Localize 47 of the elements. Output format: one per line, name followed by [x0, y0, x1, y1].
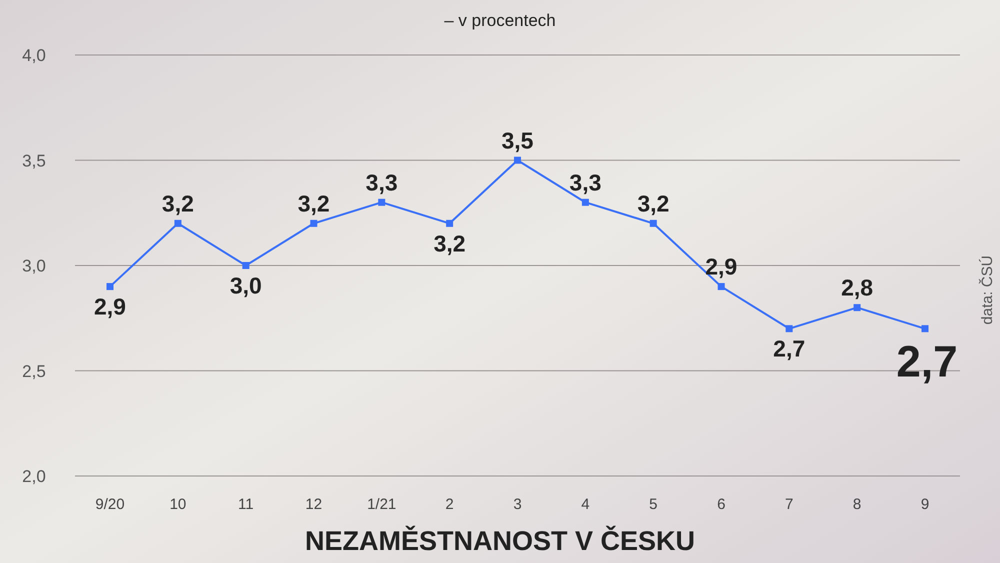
data-label: 2,7 [773, 336, 806, 362]
x-tick-label: 12 [305, 496, 322, 513]
data-label: 3,2 [298, 190, 330, 216]
point [446, 220, 454, 227]
chart-subtitle: – v procentech [444, 11, 556, 30]
text: NEZAMĚSTNANOST V ČESKU [304, 525, 696, 556]
point [378, 198, 386, 206]
data-label: 3,3 [569, 169, 602, 196]
x-tick-label: 9/20 [95, 496, 125, 513]
data-label: 2,9 [94, 294, 126, 320]
point [106, 283, 114, 290]
point [854, 304, 861, 312]
point [174, 220, 182, 227]
x-tick-label: 5 [649, 496, 658, 513]
point [310, 220, 318, 227]
data-label: 2,8 [841, 274, 874, 301]
data-label: 3,3 [366, 169, 398, 196]
point [582, 198, 589, 206]
x-tick-label: 1/21 [367, 496, 396, 513]
x-tick-label: 2 [445, 496, 454, 513]
data-label: 2,9 [705, 254, 738, 280]
y-tick-label: 2,5 [22, 362, 46, 381]
data-label: 3,2 [162, 190, 194, 216]
x-tick-label: 4 [581, 496, 590, 513]
text: data: ČSÚ [978, 255, 996, 325]
point [514, 156, 521, 164]
y-tick-label: 2,0 [22, 467, 46, 486]
point [786, 325, 793, 332]
x-tick-label: 7 [784, 496, 794, 513]
x-tick-label: 6 [717, 496, 726, 513]
data-label: 3,2 [434, 230, 466, 256]
data-label: 3,2 [637, 190, 670, 216]
y-tick-label: 4,0 [22, 46, 46, 65]
y-tick-label: 3,5 [22, 151, 46, 170]
point [718, 283, 725, 290]
x-tick-label: 3 [513, 496, 522, 513]
point [922, 325, 928, 332]
x-tick-label: 10 [170, 496, 186, 513]
point [242, 262, 250, 269]
point [650, 220, 657, 227]
data-label: 3,0 [230, 272, 262, 298]
x-tick-label: 8 [852, 496, 862, 513]
y-tick-label: 3,0 [22, 256, 46, 276]
data-label: 3,5 [502, 127, 534, 154]
x-tick-label: 9 [920, 496, 930, 513]
x-tick-label: 11 [238, 496, 254, 513]
data-label: 2,7 [896, 338, 958, 387]
